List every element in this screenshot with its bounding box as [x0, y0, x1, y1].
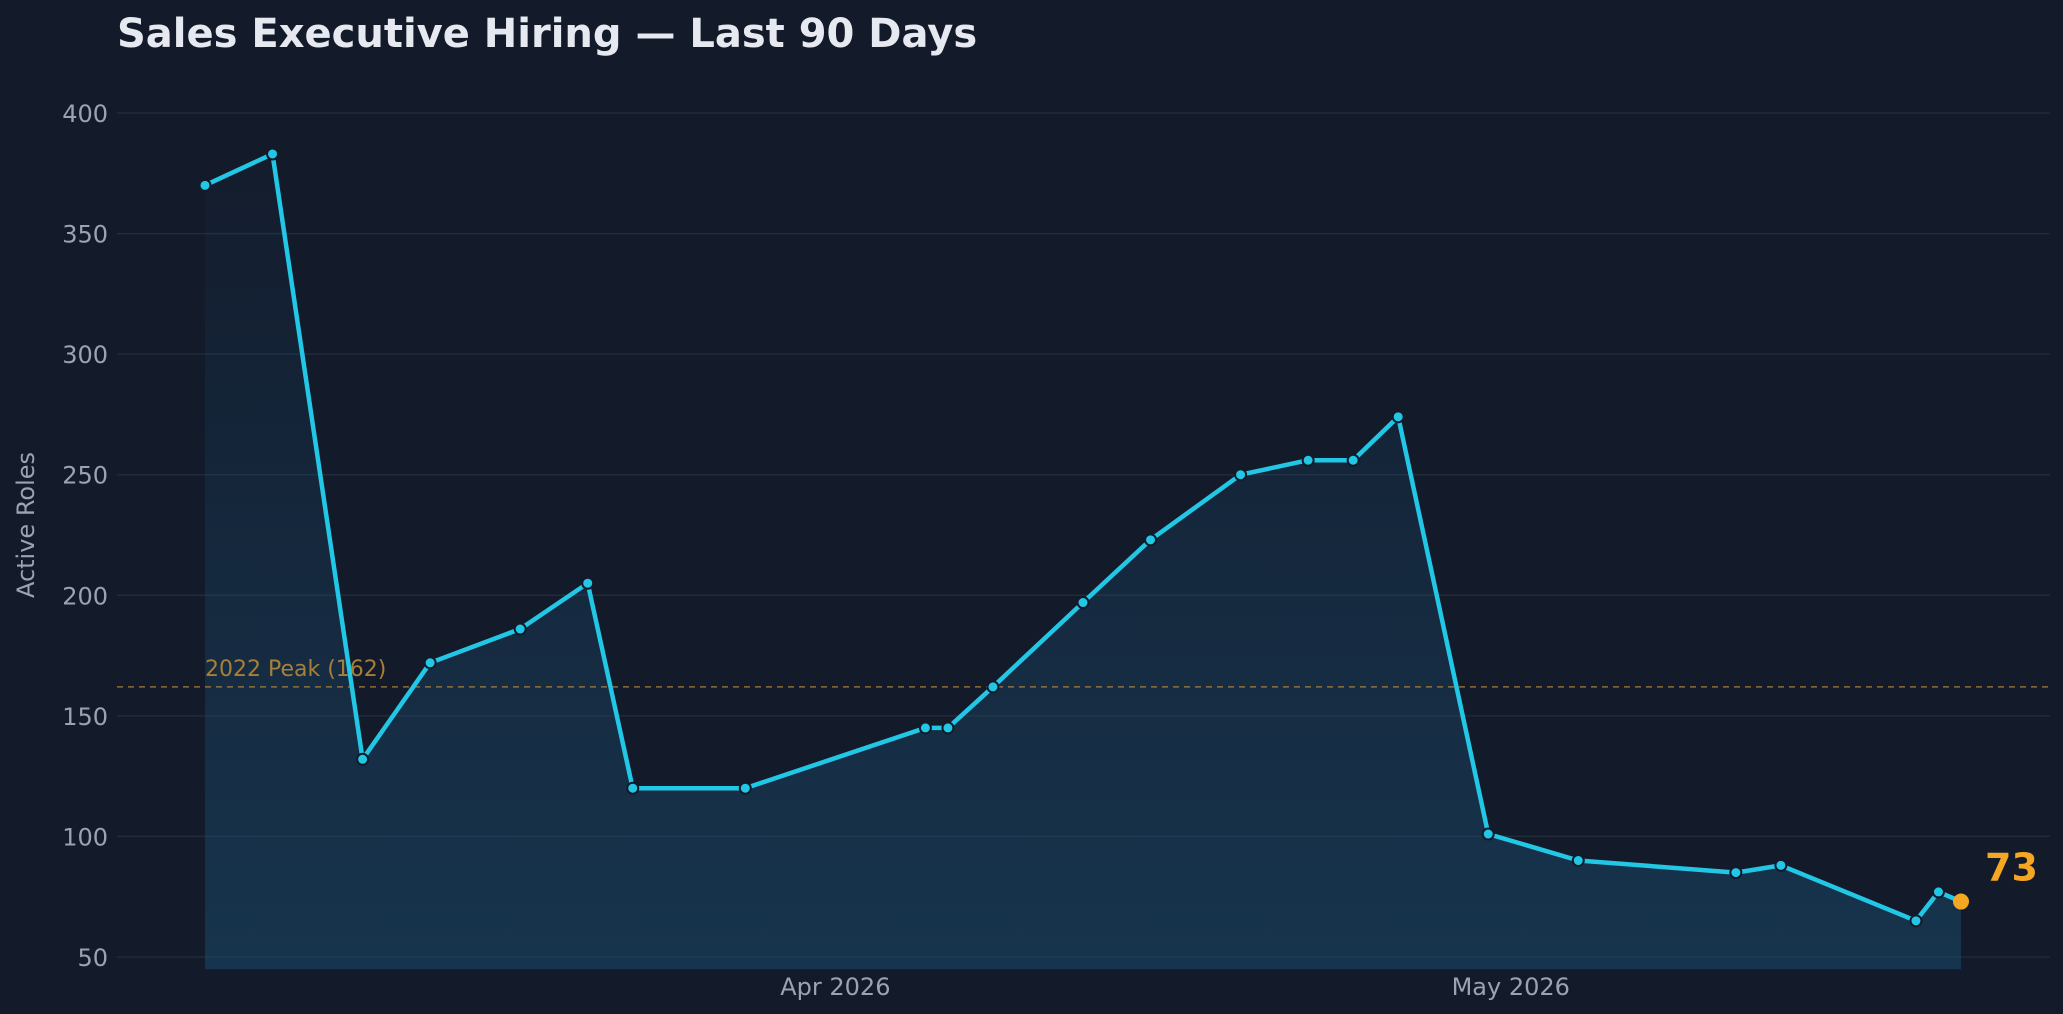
data-point [1391, 410, 1405, 424]
data-point [941, 721, 955, 735]
data-point [1301, 453, 1315, 467]
data-point [356, 752, 370, 766]
data-point [1571, 854, 1585, 868]
data-point [423, 656, 437, 670]
y-tick-label: 100 [62, 823, 108, 851]
series-line [202, 151, 1964, 924]
x-tick-label: Apr 2026 [780, 973, 890, 1001]
y-tick-label: 350 [62, 221, 108, 249]
y-axis-ticks: 50 100 150 200 250 300 350 400 [62, 100, 108, 972]
data-point [1931, 885, 1945, 899]
x-tick-label: May 2026 [1452, 973, 1570, 1001]
data-point [918, 721, 932, 735]
series-area [205, 154, 1961, 970]
data-point [1774, 858, 1788, 872]
data-point [1909, 914, 1923, 928]
y-tick-label: 150 [62, 703, 108, 731]
reference-line-label: 2022 Peak (162) [205, 657, 386, 682]
y-axis-label: Active Roles [12, 452, 40, 598]
data-point [1346, 453, 1360, 467]
data-point [581, 576, 595, 590]
data-point [1076, 596, 1090, 610]
data-point [986, 680, 1000, 694]
data-point [266, 147, 280, 161]
data-point [1729, 866, 1743, 880]
y-tick-label: 400 [62, 100, 108, 128]
data-point [1144, 533, 1158, 547]
y-tick-label: 200 [62, 582, 108, 610]
x-axis-ticks: Apr 2026 May 2026 [780, 973, 1570, 1001]
y-tick-label: 300 [62, 341, 108, 369]
last-value-label: 73 [1985, 846, 2038, 890]
data-point [1481, 827, 1495, 841]
data-point [198, 178, 212, 192]
chart-title: Sales Executive Hiring — Last 90 Days [117, 11, 977, 57]
data-point [626, 781, 640, 795]
last-data-point [1953, 893, 1969, 910]
data-point [513, 622, 527, 636]
data-point [738, 781, 752, 795]
y-tick-label: 250 [62, 462, 108, 490]
data-points [198, 147, 1969, 928]
data-point [1234, 468, 1248, 482]
reference-line: 2022 Peak (162) [117, 657, 2050, 688]
y-tick-label: 50 [77, 944, 108, 972]
